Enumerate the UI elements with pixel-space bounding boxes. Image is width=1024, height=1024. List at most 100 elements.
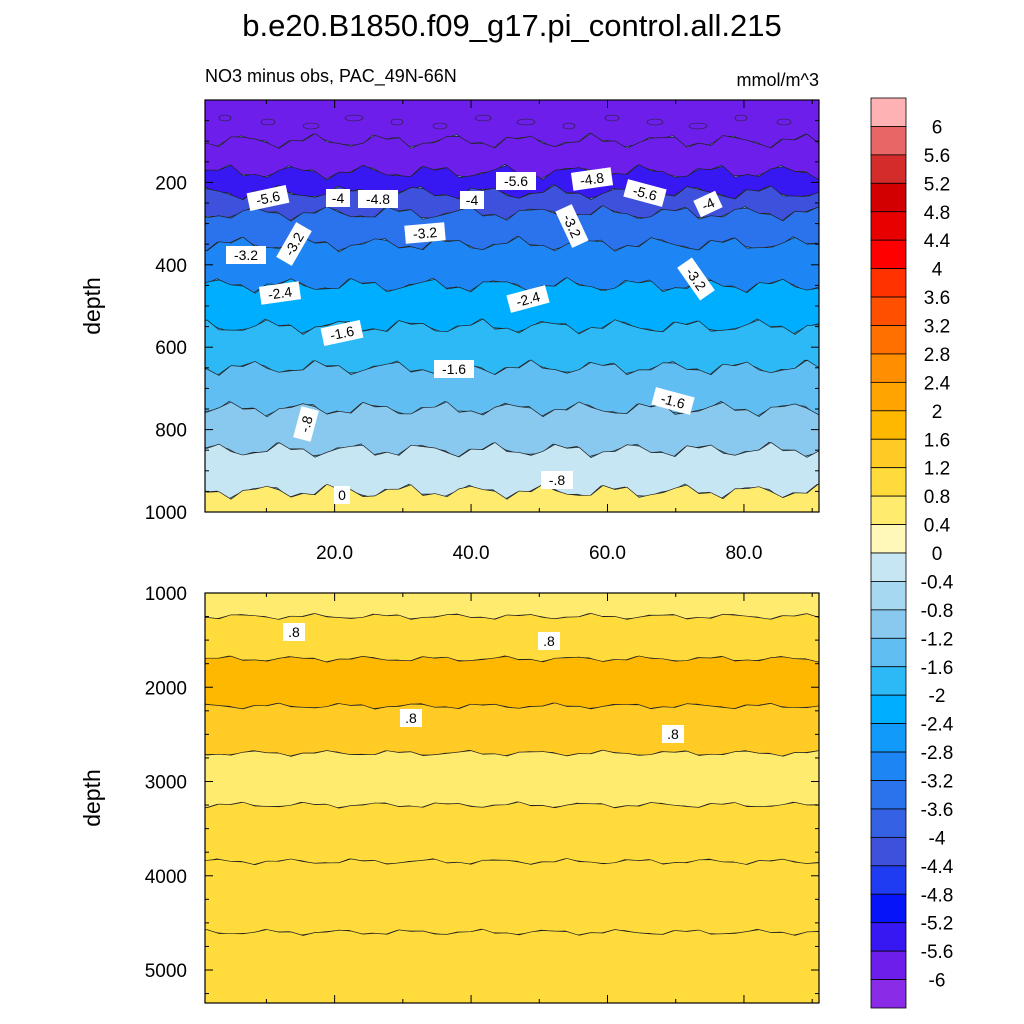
contour-band	[205, 928, 819, 1003]
contour-label-bg	[496, 172, 536, 190]
colorbar-swatch	[870, 751, 907, 781]
top-panel: 200 400 600 800 1000 20.0 40.0 60.0 80.0 -5.6 -4 -…	[79, 99, 820, 564]
contour-patch	[562, 122, 576, 130]
x-tick-label: 60.0	[589, 543, 626, 564]
top-contour-lines	[218, 114, 792, 130]
colorbar-label: -0.8	[921, 601, 954, 622]
colorbar-label: -3.6	[921, 800, 954, 821]
contour-patch	[604, 114, 620, 122]
contour-label: -1.6	[434, 360, 474, 378]
contour-label-bg	[293, 406, 319, 442]
contour-label: -4.8	[570, 167, 614, 191]
contour-label: .8	[662, 725, 684, 743]
colorbar-label: 2.4	[924, 373, 951, 394]
contour-label: -4	[693, 190, 723, 218]
contour-label: -5.6	[246, 185, 290, 211]
bottom-plot-frame	[204, 592, 820, 1004]
contour-label: -5.6	[496, 172, 536, 190]
colorbar-swatch	[870, 694, 907, 725]
colorbar-label: 0.4	[924, 516, 951, 537]
contour-label-bg	[651, 387, 695, 415]
colorbar-label: -2.8	[921, 743, 954, 764]
contour-label-text: -5.6	[255, 188, 282, 209]
y-tick-label: 200	[155, 173, 187, 194]
contour-patch	[432, 122, 448, 130]
contour-patch	[516, 118, 536, 126]
contour-label-text: -4.8	[366, 191, 390, 207]
contour-label-text: -3.2	[234, 247, 258, 263]
colorbar-label: -6	[929, 971, 946, 992]
contour-label-bg	[334, 486, 350, 504]
colorbar-swatch	[870, 126, 907, 156]
colorbar-label: 1.2	[924, 459, 950, 480]
colorbar-label: -2	[929, 686, 946, 707]
colorbar-label: 0.8	[924, 487, 950, 508]
top-y-axis-label: depth	[79, 277, 105, 335]
contour-label-text: 0	[338, 487, 346, 503]
y-tick-label: 1000	[145, 503, 187, 524]
contour-label: -3.2	[276, 222, 312, 266]
y-tick-label: 600	[155, 338, 187, 359]
contour-label: -3.2	[404, 222, 446, 244]
colorbar-label: 4.4	[924, 231, 951, 252]
x-tick-label: 40.0	[453, 543, 490, 564]
x-tick-label: 80.0	[725, 543, 762, 564]
colorbar: 6 5.6 5.2 4.8 4.4 4 3.6 3.2 2.8 2.4 2 1.6 1.2 0.8 0.4 0…	[870, 97, 954, 1009]
contour-label-text: .8	[543, 633, 555, 649]
contour-label-bg	[246, 185, 290, 211]
contour-patch	[776, 118, 792, 126]
contour-band	[205, 442, 819, 500]
top-axis-ticks: 200 400 600 800 1000 20.0 40.0 60.0 80.0	[145, 100, 819, 564]
contour-label: -3.2	[226, 246, 266, 264]
colorbar-swatch	[870, 268, 907, 298]
contour-band	[205, 858, 819, 936]
bottom-contour-labels: .8 .8 .8 .8	[283, 623, 684, 743]
contour-label-text: -1.6	[442, 361, 466, 377]
colorbar-swatch	[870, 495, 907, 525]
contour-label: .8	[400, 709, 422, 727]
chart-subtitle: NO3 minus obs, PAC_49N-66N	[205, 66, 457, 87]
contour-label: -2.4	[258, 281, 302, 305]
bottom-axis-ticks: 1000 2000 3000 4000 5000	[145, 584, 819, 1003]
colorbar-label: 2	[932, 402, 943, 423]
colorbar-swatch	[870, 239, 907, 270]
contour-label-text: -2.4	[267, 283, 293, 302]
contour-label: -5.6	[623, 179, 667, 207]
colorbar-swatch	[870, 609, 907, 639]
contour-label-bg	[358, 190, 398, 208]
chart-title: b.e20.B1850.f09_g17.pi_control.all.215	[242, 8, 782, 43]
contour-label-bg	[276, 222, 312, 266]
colorbar-swatch	[870, 666, 907, 696]
colorbar-swatch	[870, 836, 907, 867]
colorbar-label: 4.8	[924, 203, 950, 224]
contour-label-bg	[570, 167, 614, 191]
contour-label-bg	[541, 471, 573, 489]
colorbar-label: -3.2	[921, 772, 954, 793]
contour-label-bg	[434, 360, 474, 378]
colorbar-swatch	[870, 581, 907, 611]
colorbar-swatch	[870, 865, 907, 895]
colorbar-swatch	[870, 325, 907, 355]
contour-label-bg	[226, 246, 266, 264]
colorbar-swatch	[870, 524, 907, 554]
bottom-y-axis-label: depth	[79, 769, 105, 827]
colorbar-swatch	[870, 211, 907, 241]
colorbar-label: -4.8	[921, 885, 954, 906]
contour-label-bg	[400, 709, 422, 727]
contour-label: -2.4	[506, 285, 550, 313]
contour-label-bg	[506, 285, 550, 313]
contour-label-bg	[662, 725, 684, 743]
contour-label-text: -4	[332, 190, 345, 206]
contour-label: -1.6	[320, 320, 364, 346]
contour-band	[205, 801, 819, 866]
colorbar-swatch	[870, 97, 907, 127]
colorbar-label: -5.6	[921, 942, 954, 963]
top-contour-bands	[205, 100, 819, 512]
contour-label-text: -1.6	[659, 390, 687, 412]
contour-label: -4.8	[358, 190, 398, 208]
contour-label-text: -5.6	[631, 182, 659, 204]
top-contour-labels: -5.6 -4 -4.8 -4-5.6 -4.8-5.6-4-3.2-3.2-3.2-3…	[226, 167, 723, 504]
contour-label-text: -4	[466, 192, 479, 208]
contour-label-bg	[320, 320, 364, 346]
contour-patch	[734, 114, 748, 122]
